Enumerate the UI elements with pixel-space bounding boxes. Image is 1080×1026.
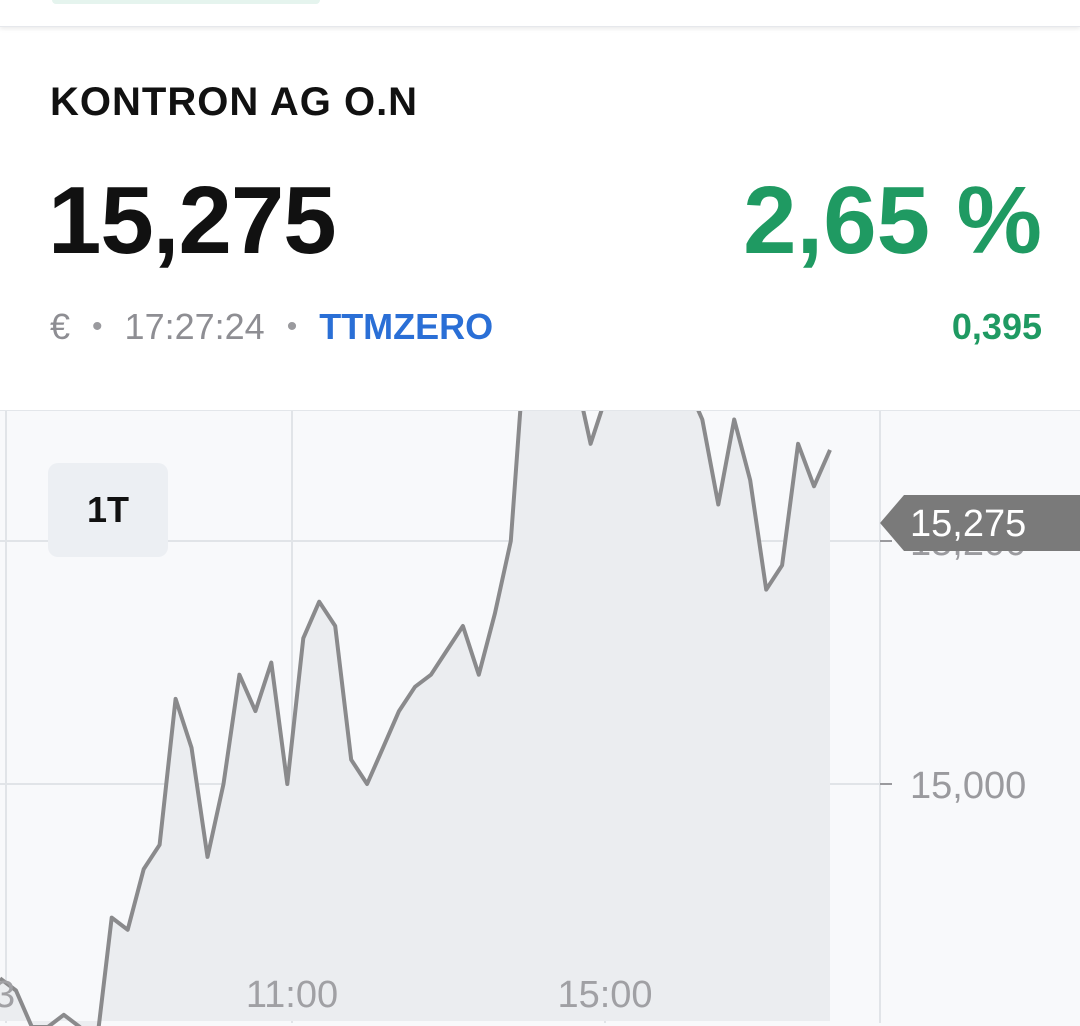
tab-indicator <box>52 0 320 4</box>
x-tick-label: 15:00 <box>557 974 652 1016</box>
top-bar <box>0 0 1080 27</box>
separator-dot: • <box>92 310 103 343</box>
separator-dot: • <box>286 310 298 343</box>
quote-meta: € • 17:27:24 • TTMZERO <box>50 306 493 348</box>
x-tick-label: 11:00 <box>246 974 338 1016</box>
change-percent: 2,65 % <box>743 167 1042 274</box>
change-absolute: 0,395 <box>951 306 1042 347</box>
current-price-label: 15,275 <box>910 503 1026 545</box>
trading-venue-link[interactable]: TTMZERO <box>319 306 494 347</box>
x-tick-label: 3 <box>0 974 15 1016</box>
quote-time: 17:27:24 <box>124 306 265 347</box>
price-line <box>0 411 832 1026</box>
price-area <box>0 411 830 1026</box>
range-button-1t[interactable]: 1T <box>48 463 168 557</box>
currency-symbol: € <box>50 306 71 347</box>
current-price-tag <box>880 495 1080 551</box>
last-price: 15,275 <box>48 167 337 274</box>
y-tick-label: 15,000 <box>910 765 1026 807</box>
instrument-title: KONTRON AG O.N <box>50 80 419 124</box>
